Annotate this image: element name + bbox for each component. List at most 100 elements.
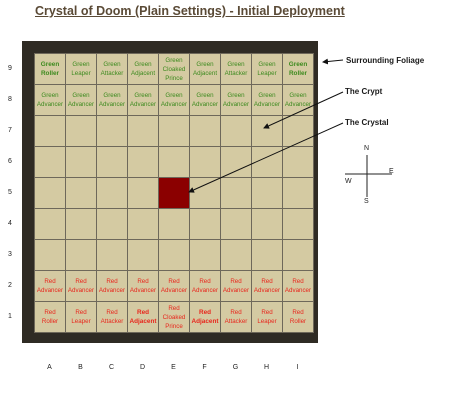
piece-label: Green Advancer <box>284 92 312 108</box>
board-square-h5 <box>252 178 283 209</box>
board-square-i3 <box>283 240 314 271</box>
row-label-1: 1 <box>8 313 12 320</box>
board-square-g9: Green Attacker <box>221 54 252 85</box>
column-label-h: H <box>263 364 270 371</box>
board-square-b4 <box>66 209 97 240</box>
row-label-3: 3 <box>8 251 12 258</box>
piece-label: Red Advancer <box>222 278 250 294</box>
board-square-e2: Red Advancer <box>159 271 190 302</box>
game-board: Green Roller Green Leaper Green Attacker Gr… <box>34 53 314 333</box>
piece-label: Green Advancer <box>253 92 281 108</box>
board-square-h3 <box>252 240 283 271</box>
board-square-e6 <box>159 147 190 178</box>
piece-label: Green Roller <box>40 61 60 77</box>
piece-label: Red Advancer <box>36 278 64 294</box>
piece-label: Green Advancer <box>36 92 64 108</box>
board-square-f3 <box>190 240 221 271</box>
board-square-a8: Green Advancer <box>35 85 66 116</box>
board-square-b5 <box>66 178 97 209</box>
board-square-c4 <box>97 209 128 240</box>
compass-east: E <box>389 168 394 175</box>
board-square-e4 <box>159 209 190 240</box>
column-label-i: I <box>296 364 299 371</box>
piece-label: Green Advancer <box>129 92 157 108</box>
row-label-5: 5 <box>8 189 12 196</box>
piece-label: Green Leaper <box>71 61 91 77</box>
row-label-8: 8 <box>8 96 12 103</box>
piece-label: Green Attacker <box>224 61 248 77</box>
board-square-b6 <box>66 147 97 178</box>
board-square-g2: Red Advancer <box>221 271 252 302</box>
board-square-c1: Red Attacker <box>97 302 128 333</box>
piece-label: Red Leaper <box>257 309 277 325</box>
board-square-h9: Green Leaper <box>252 54 283 85</box>
piece-label: Red Advancer <box>284 278 312 294</box>
column-label-d: D <box>139 364 146 371</box>
board-square-i4 <box>283 209 314 240</box>
board-square-a6 <box>35 147 66 178</box>
board-square-a9: Green Roller <box>35 54 66 85</box>
board-square-g3 <box>221 240 252 271</box>
crystal-annotation: The Crystal <box>345 118 389 127</box>
board-square-f1: Red Adjacent <box>190 302 221 333</box>
board-square-i8: Green Advancer <box>283 85 314 116</box>
board-square-a3 <box>35 240 66 271</box>
board-square-d3 <box>128 240 159 271</box>
board-square-b8: Green Advancer <box>66 85 97 116</box>
compass-north: N <box>364 145 370 152</box>
row-label-6: 6 <box>8 158 12 165</box>
board-square-a1: Red Roller <box>35 302 66 333</box>
board-square-a5 <box>35 178 66 209</box>
piece-label: Red Advancer <box>253 278 281 294</box>
board-square-b3 <box>66 240 97 271</box>
piece-label: Red Roller <box>289 309 307 325</box>
board-square-d1: Red Adjacent <box>128 302 159 333</box>
piece-label: Red Advancer <box>191 278 219 294</box>
crystal-arrow <box>188 122 344 193</box>
piece-label: Green Advancer <box>160 92 188 108</box>
column-label-a: A <box>47 364 52 371</box>
board-square-b9: Green Leaper <box>66 54 97 85</box>
column-label-c: C <box>108 364 115 371</box>
piece-label: Red Adjacent <box>191 309 219 325</box>
piece-label: Green Leaper <box>257 61 277 77</box>
board-square-f4 <box>190 209 221 240</box>
board-square-i7 <box>283 116 314 147</box>
board-square-a7 <box>35 116 66 147</box>
board-square-c9: Green Attacker <box>97 54 128 85</box>
board-square-g5 <box>221 178 252 209</box>
piece-label: Red Adjacent <box>129 309 157 325</box>
board-square-i9: Green Roller <box>283 54 314 85</box>
piece-label: Green Roller <box>288 61 308 77</box>
board-square-d7 <box>128 116 159 147</box>
column-label-g: G <box>232 364 239 371</box>
row-label-9: 9 <box>8 65 12 72</box>
board-square-i6 <box>283 147 314 178</box>
piece-label: Green Advancer <box>222 92 250 108</box>
board-square-g4 <box>221 209 252 240</box>
board-square-g6 <box>221 147 252 178</box>
board-square-c6 <box>97 147 128 178</box>
board-square-f2: Red Advancer <box>190 271 221 302</box>
board-square-e1: Red Cloaked Prince <box>159 302 190 333</box>
board-square-c7 <box>97 116 128 147</box>
page-title: Crystal of Doom (Plain Settings) - Initi… <box>35 4 345 18</box>
piece-label: Green Advancer <box>67 92 95 108</box>
board-square-h8: Green Advancer <box>252 85 283 116</box>
board-square-h2: Red Advancer <box>252 271 283 302</box>
piece-label: Red Attacker <box>224 309 248 325</box>
compass-south: S <box>364 198 369 205</box>
piece-label: Green Attacker <box>100 61 124 77</box>
board-square-d8: Green Advancer <box>128 85 159 116</box>
board-square-a4 <box>35 209 66 240</box>
piece-label: Green Adjacent <box>192 61 218 77</box>
piece-label: Red Advancer <box>98 278 126 294</box>
foliage-annotation: Surrounding Foliage <box>346 56 425 65</box>
crypt-arrow <box>263 91 344 129</box>
board-square-c2: Red Advancer <box>97 271 128 302</box>
row-label-4: 4 <box>8 220 12 227</box>
piece-label: Green Cloaked Prince <box>162 56 186 82</box>
row-label-2: 2 <box>8 282 12 289</box>
board-square-f7 <box>190 116 221 147</box>
compass-icon <box>345 155 392 197</box>
